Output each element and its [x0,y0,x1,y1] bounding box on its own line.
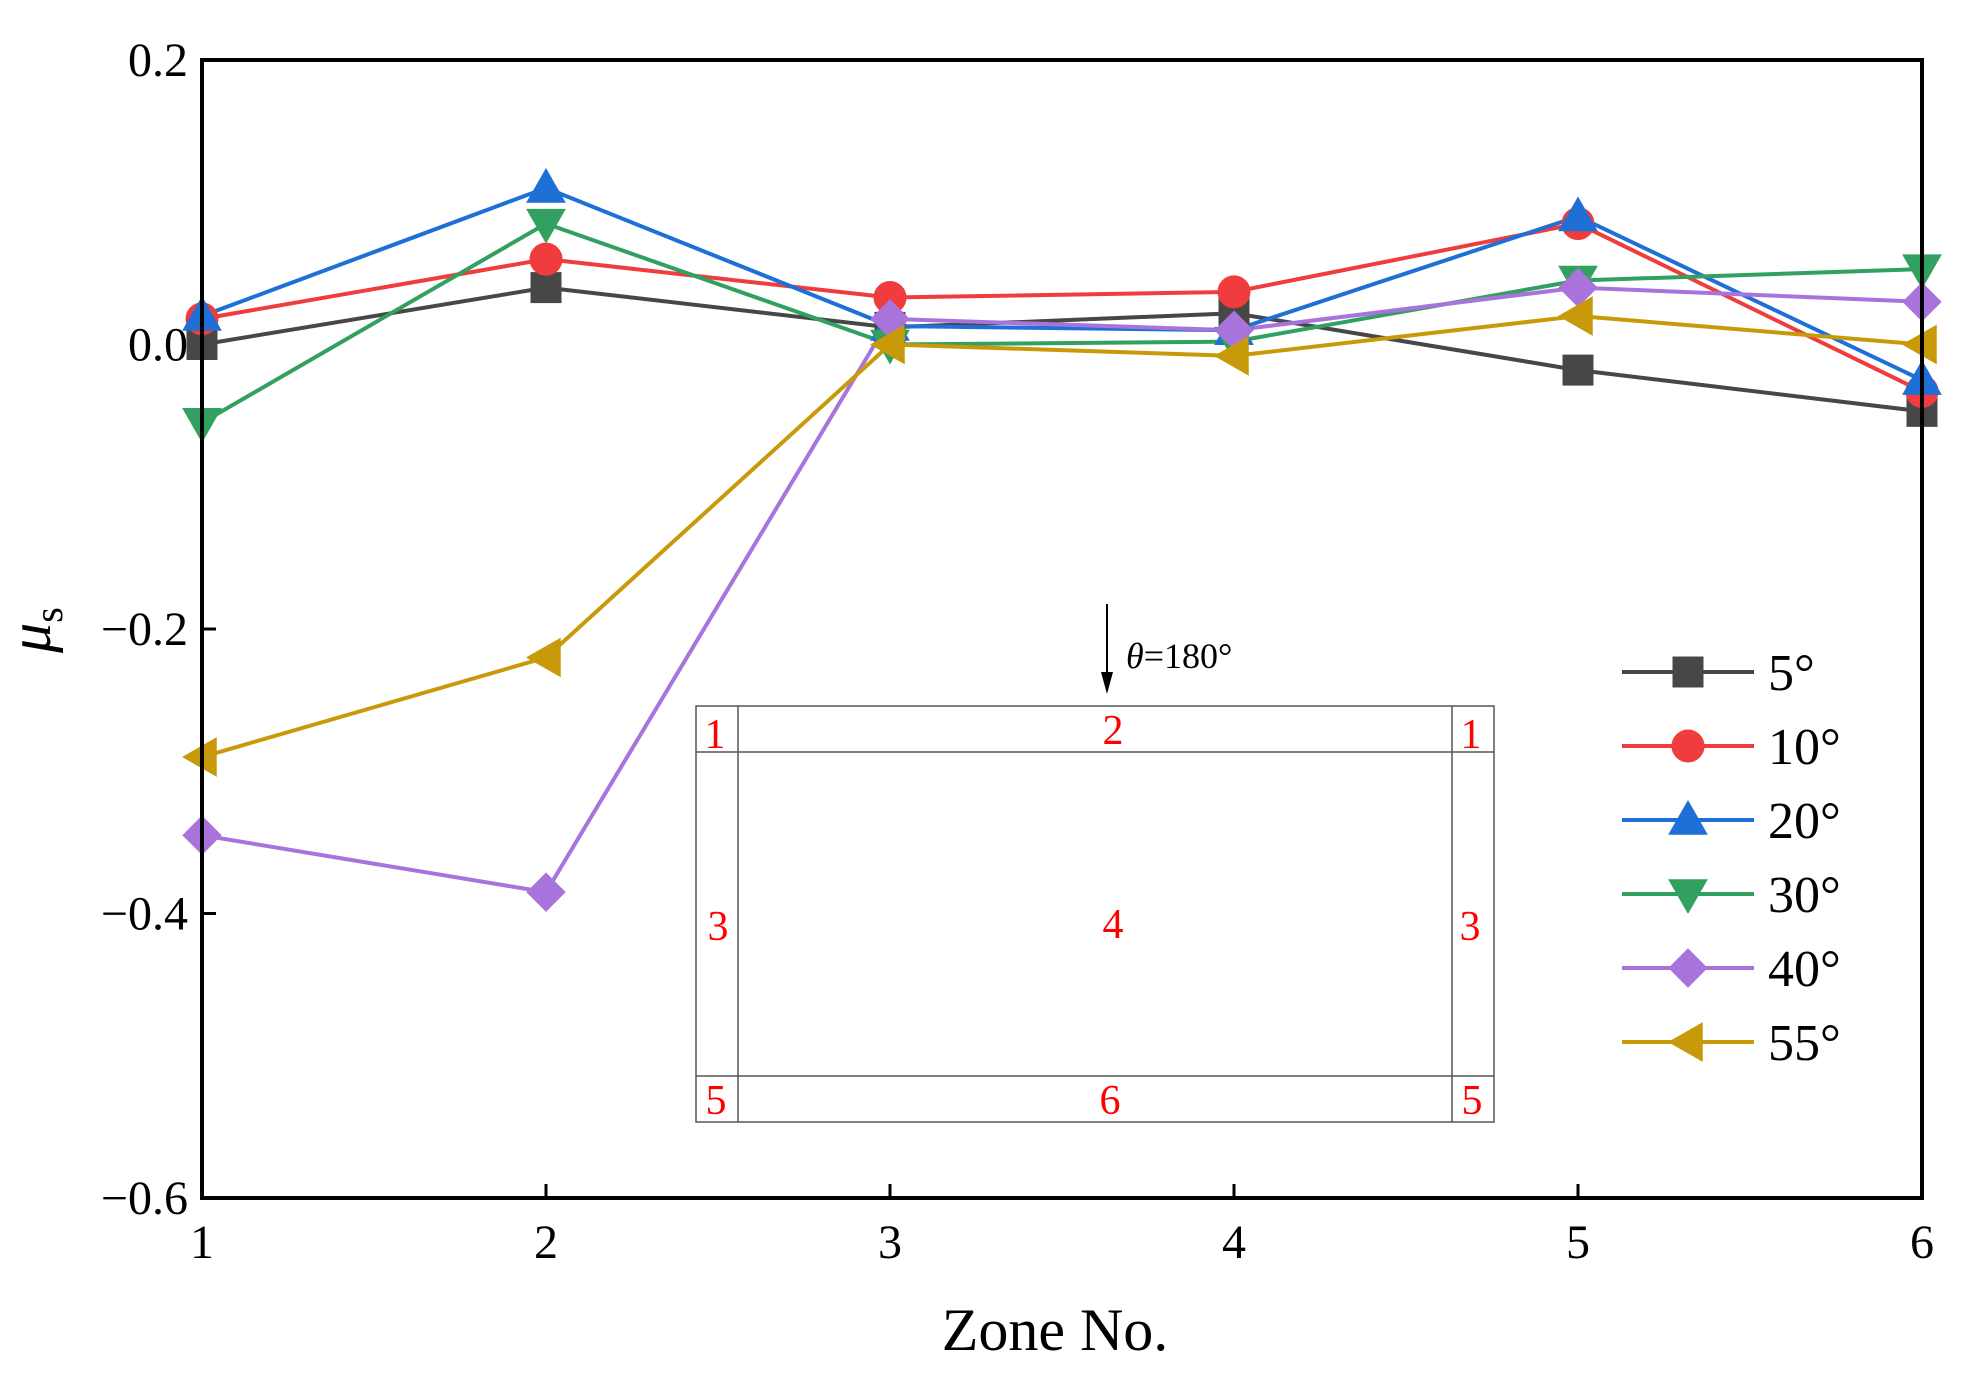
data-point-series-5-x-5 [1557,296,1593,336]
series-line-1 [201,221,1923,394]
inset-zone-label-bottom-right: 5 [1462,1078,1483,1124]
axis-ticks: 1 2 3 4 5 6 −0.6 −0.4 −0.2 0.0 0.2 [101,34,1934,1269]
inset-zone-label-bottom-center: 6 [1100,1078,1121,1124]
inset-zone-label-mid-left: 3 [708,904,729,950]
legend-label-5: 55° [1768,1015,1841,1072]
y-tick-label: 0.0 [128,319,188,372]
wind-angle-symbol: θ [1126,636,1144,676]
wind-angle-label: θ=180° [1126,636,1232,676]
y-axis-label-subscript: s [26,607,71,623]
x-tick-label: 3 [878,1216,902,1269]
series-line-4 [201,285,1923,895]
legend-label-1: 10° [1768,719,1841,776]
inset-zone-label-bottom-left: 5 [706,1078,727,1124]
data-point-series-3-x-2 [526,208,566,244]
series-line-0 [201,285,1923,414]
y-tick-label: −0.6 [101,1172,188,1225]
x-tick-label: 5 [1566,1216,1590,1269]
inset-zone-label-top-left: 1 [705,712,726,758]
data-point-series-1-x-2 [529,242,563,276]
series-line-3 [200,221,1923,425]
x-tick-label: 2 [534,1216,558,1269]
series-line-5 [201,314,1923,759]
plot-frame [200,58,1924,1200]
x-tick-label: 1 [190,1216,214,1269]
data-point-series-4-x-2 [526,872,566,912]
legend-marker-0 [1672,656,1704,688]
legend: 5° 10° 20° 30° 40° 55° [1622,645,1841,1072]
inset-zone-label-center: 4 [1103,902,1124,948]
inset-zone-label-mid-right: 3 [1460,904,1481,950]
legend-marker-4 [1668,948,1708,988]
data-point-series-2-x-2 [526,168,566,203]
y-axis-label: μs [0,607,71,654]
y-tick-label: 0.2 [128,34,188,87]
series-line-2 [201,186,1923,382]
y-tick-label: −0.4 [101,888,188,941]
inset-zone-label-top-right: 1 [1461,712,1482,758]
data-point-series-5-x-4 [1213,336,1249,376]
legend-label-3: 30° [1768,867,1841,924]
data-point-series-5-x-6 [1901,324,1937,365]
legend-label-0: 5° [1768,645,1815,702]
x-axis-label: Zone No. [942,1297,1169,1363]
x-tick-label: 4 [1222,1216,1246,1269]
inset-outline [695,705,1495,1123]
data-point-series-0-x-2 [530,272,562,304]
data-point-series-5-x-2 [525,637,561,678]
y-tick-label: −0.2 [101,603,188,656]
legend-label-2: 20° [1768,793,1841,850]
wind-angle-value: =180° [1144,636,1233,676]
inset-diagram: θ=180° 1 2 1 3 4 3 5 6 5 [695,604,1495,1124]
data-point-series-5-x-3 [869,324,905,365]
data-point-series-2-x-5 [1558,196,1598,232]
legend-label-4: 40° [1768,941,1841,998]
inset-zone-label-top-center: 2 [1103,708,1124,754]
series-lines [200,186,1923,895]
wind-direction-arrowhead [1101,672,1113,694]
x-tick-label: 6 [1910,1216,1934,1269]
legend-marker-5 [1667,1022,1703,1062]
legend-marker-2 [1668,799,1708,835]
y-axis-label-symbol: μ [0,623,63,654]
data-point-series-0-x-5 [1562,354,1594,386]
legend-marker-1 [1671,729,1705,763]
legend-marker-3 [1668,879,1708,915]
data-point-series-5-x-1 [181,737,217,777]
data-point-series-1-x-4 [1217,275,1251,309]
